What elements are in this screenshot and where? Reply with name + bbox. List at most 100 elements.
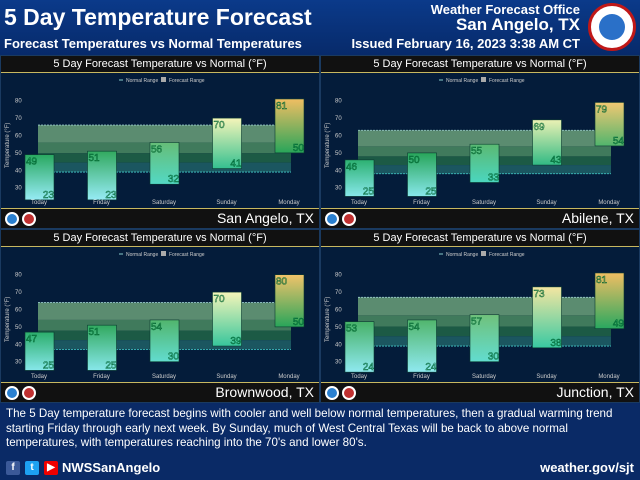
high-temp-label: 46	[346, 162, 358, 173]
y-tick-label: 80	[15, 273, 22, 279]
chart-title: 5 Day Forecast Temperature vs Normal (°F…	[321, 230, 639, 247]
x-tick-label: Monday	[278, 374, 299, 380]
normal-range-band	[358, 297, 611, 316]
twitter-icon[interactable]: t	[25, 461, 39, 475]
high-temp-label: 51	[89, 327, 101, 338]
y-tick-label: 60	[335, 308, 342, 314]
low-temp-label: 54	[613, 136, 625, 147]
chart-panel: 5 Day Forecast Temperature vs Normal (°F…	[0, 229, 320, 403]
forecast-bar-monday	[274, 98, 305, 154]
noaa-logo	[325, 212, 339, 226]
high-temp-label: 81	[596, 275, 608, 286]
footer: f t ▶ NWSSanAngelo weather.gov/sjt	[0, 456, 640, 480]
high-temp-label: 51	[89, 153, 101, 164]
nws-logo	[588, 3, 636, 51]
x-tick-label: Saturday	[152, 200, 176, 206]
x-tick-label: Sunday	[216, 374, 236, 380]
location-label: Abilene, TX	[561, 210, 634, 226]
low-temp-label: 33	[488, 172, 500, 183]
y-tick-label: 70	[335, 116, 342, 122]
location-label: Brownwood, TX	[215, 384, 314, 400]
y-tick-label: 60	[15, 134, 22, 140]
high-temp-label: 49	[26, 157, 38, 168]
legend-forecast-label: Forecast Range	[169, 78, 205, 84]
low-temp-label: 41	[230, 159, 242, 170]
issued-time: Issued February 16, 2023 3:38 AM CT	[351, 36, 580, 51]
x-tick-label: Sunday	[216, 200, 236, 206]
y-tick-label: 70	[15, 116, 22, 122]
chart-panel: 5 Day Forecast Temperature vs Normal (°F…	[320, 229, 640, 403]
social-handle[interactable]: NWSSanAngelo	[62, 460, 161, 475]
nws-logo	[22, 212, 36, 226]
y-tick-label: 40	[15, 168, 22, 174]
x-tick-label: Saturday	[152, 374, 176, 380]
forecast-bar-monday	[594, 272, 625, 329]
low-temp-label: 50	[293, 143, 305, 154]
y-tick-label: 80	[15, 99, 22, 105]
low-temp-label: 25	[425, 186, 437, 197]
high-temp-label: 50	[409, 155, 421, 166]
low-temp-label: 23	[105, 190, 117, 201]
x-tick-label: Today	[31, 200, 47, 206]
website-link[interactable]: weather.gov/sjt	[540, 460, 634, 475]
chart-panel: 5 Day Forecast Temperature vs Normal (°F…	[320, 55, 640, 229]
legend-forecast-swatch	[481, 251, 486, 256]
nws-logo	[342, 212, 356, 226]
x-tick-label: Friday	[93, 374, 110, 380]
high-temp-label: 53	[346, 324, 358, 335]
noaa-logo	[5, 386, 19, 400]
y-axis-label: Temperature (°F)	[5, 297, 11, 342]
y-tick-label: 30	[15, 186, 22, 192]
page-subtitle: Forecast Temperatures vs Normal Temperat…	[4, 36, 302, 51]
chart-title: 5 Day Forecast Temperature vs Normal (°F…	[1, 56, 319, 73]
y-tick-label: 60	[15, 308, 22, 314]
high-temp-label: 55	[471, 146, 483, 157]
legend-normal-label: Normal Range	[126, 252, 158, 258]
x-tick-label: Saturday	[472, 200, 496, 206]
x-tick-label: Monday	[598, 374, 619, 380]
low-temp-label: 43	[550, 155, 562, 166]
forecast-bar-monday	[594, 102, 625, 147]
forecast-bar-today	[24, 154, 55, 201]
x-tick-label: Sunday	[536, 374, 556, 380]
forecast-bar-sunday	[212, 117, 242, 169]
chart-panel: 5 Day Forecast Temperature vs Normal (°F…	[0, 55, 320, 229]
high-temp-label: 81	[276, 101, 288, 112]
facebook-icon[interactable]: f	[6, 461, 20, 475]
forecast-bar-today	[24, 331, 55, 371]
high-temp-label: 54	[409, 322, 421, 333]
y-tick-label: 50	[335, 151, 342, 157]
forecast-bar-friday	[87, 150, 117, 201]
y-tick-label: 70	[15, 290, 22, 296]
location-label: Junction, TX	[556, 384, 634, 400]
location-bar: Junction, TX	[321, 382, 639, 402]
youtube-icon[interactable]: ▶	[44, 461, 58, 475]
legend-forecast-swatch	[161, 251, 166, 256]
y-tick-label: 80	[335, 99, 342, 105]
nws-logo	[22, 386, 36, 400]
y-tick-label: 60	[335, 134, 342, 140]
forecast-bar-saturday	[149, 142, 180, 185]
discussion-text: The 5 Day temperature forecast begins wi…	[0, 404, 640, 456]
forecast-bar-today	[344, 159, 375, 197]
legend: Normal Range Forecast Range	[439, 77, 525, 84]
y-tick-label: 80	[335, 273, 342, 279]
high-temp-label: 57	[471, 317, 483, 328]
low-temp-label: 32	[168, 174, 180, 185]
office-label: Weather Forecast Office	[430, 2, 580, 17]
forecast-bar-sunday	[532, 286, 562, 349]
legend: Normal Range Forecast Range	[119, 77, 205, 84]
forecast-bar-friday	[87, 324, 117, 371]
low-temp-label: 23	[43, 190, 55, 201]
low-temp-label: 49	[613, 319, 625, 330]
high-temp-label: 56	[151, 144, 163, 155]
high-temp-label: 54	[151, 322, 163, 333]
low-temp-label: 25	[43, 360, 55, 371]
nws-logo	[342, 386, 356, 400]
legend-normal-label: Normal Range	[446, 78, 478, 84]
x-tick-label: Today	[351, 374, 367, 380]
legend-forecast-label: Forecast Range	[489, 78, 525, 84]
normal-range-band	[38, 125, 291, 143]
legend: Normal Range Forecast Range	[119, 251, 205, 258]
x-tick-label: Friday	[93, 200, 110, 206]
